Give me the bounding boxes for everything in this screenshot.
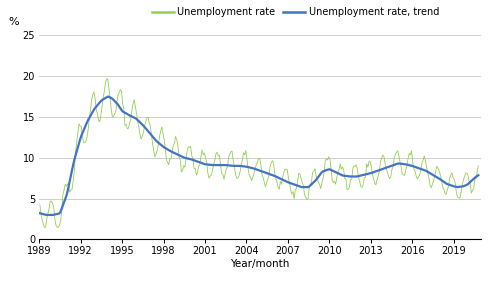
Text: %: % xyxy=(8,17,19,27)
Legend: Unemployment rate, Unemployment rate, trend: Unemployment rate, Unemployment rate, tr… xyxy=(148,3,443,21)
X-axis label: Year/month: Year/month xyxy=(231,259,290,269)
